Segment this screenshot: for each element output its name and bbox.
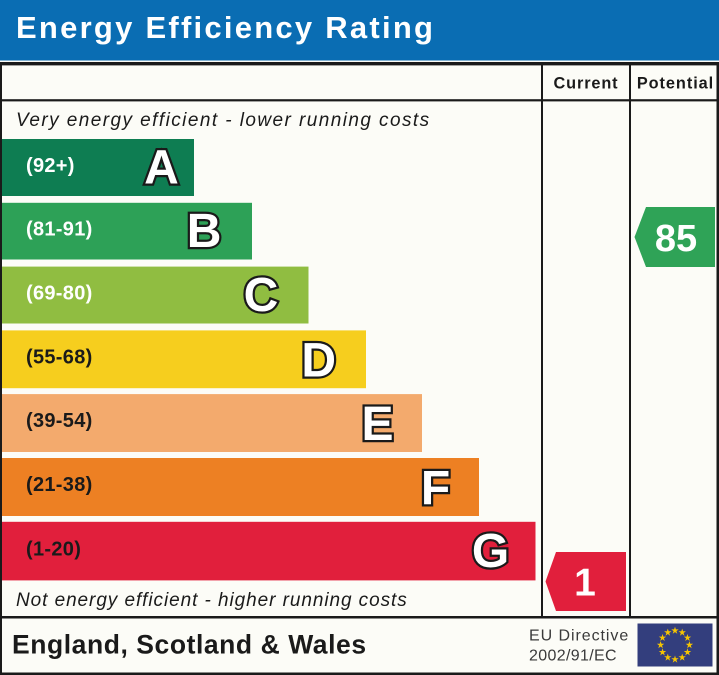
svg-text:G: G	[472, 525, 509, 578]
svg-text:F: F	[421, 462, 450, 515]
svg-text:(55-68): (55-68)	[26, 346, 93, 368]
svg-text:(69-80): (69-80)	[26, 282, 93, 304]
svg-text:D: D	[301, 335, 336, 388]
svg-text:Not energy efficient - higher: Not energy efficient - higher running co…	[16, 590, 408, 611]
svg-text:(21-38): (21-38)	[26, 474, 93, 496]
svg-text:Very energy efficient - lower: Very energy efficient - lower running co…	[16, 110, 431, 131]
svg-text:1: 1	[574, 562, 596, 605]
svg-text:(81-91): (81-91)	[26, 219, 93, 241]
svg-text:(39-54): (39-54)	[26, 410, 93, 432]
svg-text:Current: Current	[554, 74, 619, 92]
svg-text:Energy Efficiency Rating: Energy Efficiency Rating	[16, 10, 435, 45]
svg-text:85: 85	[655, 218, 697, 260]
svg-text:C: C	[244, 269, 279, 322]
svg-text:2002/91/EC: 2002/91/EC	[529, 648, 617, 665]
svg-text:(1-20): (1-20)	[26, 538, 81, 560]
svg-text:Potential: Potential	[637, 74, 714, 92]
svg-text:England, Scotland & Wales: England, Scotland & Wales	[12, 630, 367, 660]
svg-text:(92+): (92+)	[26, 155, 75, 177]
svg-text:EU Directive: EU Directive	[529, 628, 629, 645]
svg-text:A: A	[144, 142, 179, 195]
svg-text:B: B	[187, 205, 222, 258]
svg-text:E: E	[361, 398, 393, 451]
